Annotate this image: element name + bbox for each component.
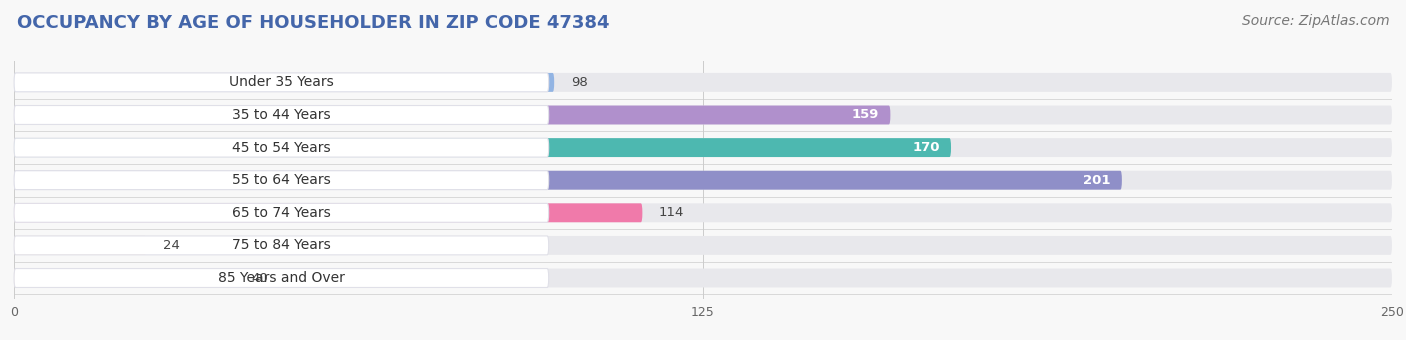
Text: Source: ZipAtlas.com: Source: ZipAtlas.com — [1241, 14, 1389, 28]
Text: 159: 159 — [852, 108, 879, 121]
FancyBboxPatch shape — [14, 269, 235, 287]
FancyBboxPatch shape — [14, 269, 548, 287]
FancyBboxPatch shape — [14, 269, 1392, 287]
FancyBboxPatch shape — [14, 203, 548, 222]
Text: 40: 40 — [252, 272, 267, 285]
FancyBboxPatch shape — [14, 105, 1392, 124]
FancyBboxPatch shape — [14, 236, 146, 255]
FancyBboxPatch shape — [14, 171, 1392, 190]
FancyBboxPatch shape — [14, 73, 1392, 92]
Text: 85 Years and Over: 85 Years and Over — [218, 271, 344, 285]
FancyBboxPatch shape — [14, 105, 548, 124]
FancyBboxPatch shape — [14, 73, 548, 92]
FancyBboxPatch shape — [14, 171, 548, 190]
FancyBboxPatch shape — [14, 203, 1392, 222]
FancyBboxPatch shape — [14, 236, 1392, 255]
FancyBboxPatch shape — [14, 138, 1392, 157]
FancyBboxPatch shape — [14, 236, 548, 255]
FancyBboxPatch shape — [14, 105, 890, 124]
Text: 45 to 54 Years: 45 to 54 Years — [232, 141, 330, 155]
Text: 75 to 84 Years: 75 to 84 Years — [232, 238, 330, 252]
FancyBboxPatch shape — [14, 138, 548, 157]
FancyBboxPatch shape — [14, 138, 950, 157]
FancyBboxPatch shape — [14, 73, 554, 92]
Text: Under 35 Years: Under 35 Years — [229, 75, 333, 89]
Text: 170: 170 — [912, 141, 941, 154]
FancyBboxPatch shape — [14, 203, 643, 222]
Text: 65 to 74 Years: 65 to 74 Years — [232, 206, 330, 220]
Text: 98: 98 — [571, 76, 588, 89]
FancyBboxPatch shape — [14, 171, 1122, 190]
Text: 201: 201 — [1084, 174, 1111, 187]
Text: 24: 24 — [163, 239, 180, 252]
Text: OCCUPANCY BY AGE OF HOUSEHOLDER IN ZIP CODE 47384: OCCUPANCY BY AGE OF HOUSEHOLDER IN ZIP C… — [17, 14, 609, 32]
Text: 35 to 44 Years: 35 to 44 Years — [232, 108, 330, 122]
Text: 114: 114 — [659, 206, 685, 219]
Text: 55 to 64 Years: 55 to 64 Years — [232, 173, 330, 187]
